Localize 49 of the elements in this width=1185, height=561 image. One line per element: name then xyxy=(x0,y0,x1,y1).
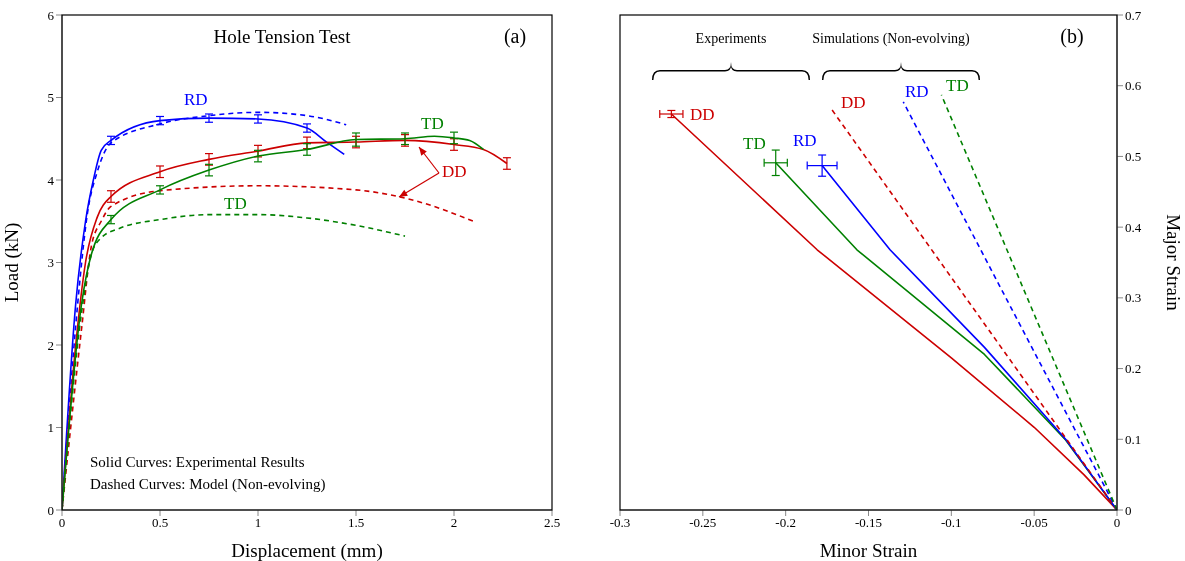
y-tick-label: 2 xyxy=(47,337,54,353)
annotation: TD xyxy=(946,75,969,95)
x-tick-label: -0.15 xyxy=(854,515,883,531)
y2-tick-label: 0.5 xyxy=(1125,149,1142,165)
y-tick-label: 4 xyxy=(47,172,55,188)
y2-axis-title: Major Strain xyxy=(1162,214,1184,312)
annotation: TD xyxy=(421,113,444,133)
x-tick-label: -0.2 xyxy=(775,515,796,531)
y2-tick-label: 0.3 xyxy=(1125,290,1142,306)
x-tick-label: -0.25 xyxy=(689,515,717,531)
annotation: Simulations (Non-evolving) xyxy=(812,31,971,47)
y2-tick-label: 0.2 xyxy=(1125,361,1142,377)
text: Hole Tension Test xyxy=(213,26,352,47)
y-tick-label: 1 xyxy=(47,420,54,436)
y-axis-title: Load (kN) xyxy=(1,222,24,303)
x-tick-label: 1 xyxy=(254,515,262,531)
y2-tick-label: 0.1 xyxy=(1125,431,1142,447)
annotation: TD xyxy=(224,193,247,213)
y-tick-label: 6 xyxy=(47,7,55,23)
x-tick-label: -0.1 xyxy=(941,515,962,531)
y2-tick-label: 0 xyxy=(1125,502,1132,518)
x-tick-label: 0 xyxy=(58,515,66,531)
y-tick-label: 3 xyxy=(47,255,54,271)
annotation: RD xyxy=(793,130,817,150)
annotation: (b) xyxy=(1060,25,1084,48)
x-tick-label: 2 xyxy=(450,515,458,531)
annotation: DD xyxy=(690,104,715,124)
annotation: DD xyxy=(841,92,866,112)
annotation: RD xyxy=(905,81,929,101)
x-tick-label: 1.5 xyxy=(347,515,365,531)
y2-tick-label: 0.7 xyxy=(1125,7,1142,23)
y2-tick-label: 0.4 xyxy=(1125,219,1142,235)
y-tick-label: 5 xyxy=(47,90,54,106)
annotation: Experiments xyxy=(695,31,767,46)
x-tick-label: 0 xyxy=(1113,515,1121,531)
annotation: Solid Curves: Experimental Results xyxy=(90,454,305,470)
x-tick-label: 2.5 xyxy=(543,515,561,531)
annotation: TD xyxy=(743,133,766,153)
x-axis-title: Displacement (mm) xyxy=(231,540,383,561)
x-tick-label: -0.3 xyxy=(609,515,631,531)
x-tick-label: -0.05 xyxy=(1020,515,1048,531)
y-tick-label: 0 xyxy=(47,502,54,518)
x-axis-title: Minor Strain xyxy=(819,540,918,561)
x-tick-label: 0.5 xyxy=(151,515,169,531)
annotation: DD xyxy=(442,161,467,181)
annotation: RD xyxy=(184,89,208,109)
annotation: (a) xyxy=(503,25,527,48)
y2-tick-label: 0.6 xyxy=(1125,78,1142,94)
annotation: Dashed Curves: Model (Non-evolving) xyxy=(90,476,326,493)
